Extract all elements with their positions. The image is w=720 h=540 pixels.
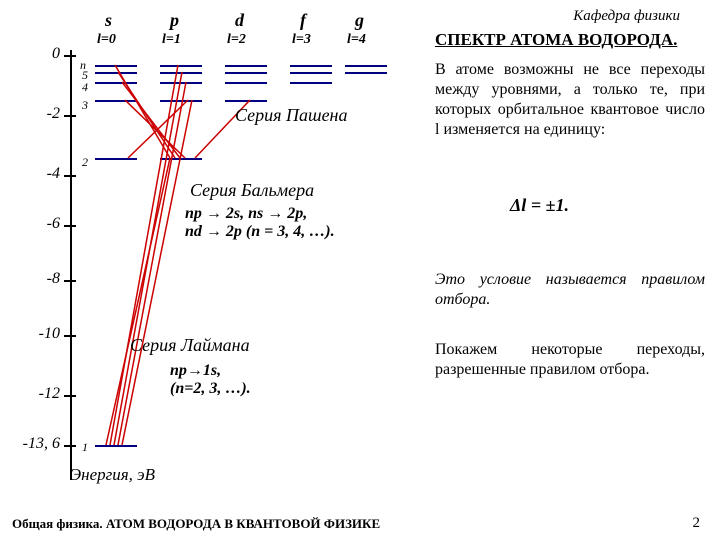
paragraph-2: Это условие называется правилом отбора. xyxy=(435,270,705,310)
paragraph-3: Покажем некоторые переходы, разрешенные … xyxy=(435,340,705,380)
selection-rule-formula: Δl = ±1. xyxy=(510,195,569,216)
page-title: СПЕКТР АТОМА ВОДОРОДА. xyxy=(435,30,677,50)
paragraph-1: В атоме возможны не все переходы между у… xyxy=(435,60,705,140)
series-name: Серия Пашена xyxy=(235,105,348,126)
transitions-layer xyxy=(10,10,430,500)
transition-line xyxy=(122,82,180,158)
footer-text: Общая физика. АТОМ ВОДОРОДА В КВАНТОВОЙ … xyxy=(12,516,380,532)
energy-axis-label: Энергия, эВ xyxy=(70,465,155,485)
transition-line xyxy=(110,65,178,445)
transition-line xyxy=(128,100,188,158)
series-name: Серия Бальмера xyxy=(190,180,314,201)
series-detail: np → 2s, ns → 2p, nd → 2p (n = 3, 4, …). xyxy=(185,205,335,241)
page-number: 2 xyxy=(693,515,701,532)
transition-line xyxy=(106,158,170,445)
series-detail: np→1s, (n=2, 3, …). xyxy=(170,362,251,398)
series-name: Серия Лаймана xyxy=(130,335,250,356)
dept-header: Кафедра физики xyxy=(573,8,680,25)
energy-diagram: sl=0pl=1dl=2fl=3gl=4 0-2-4-6-8-10-12-13,… xyxy=(10,10,430,500)
